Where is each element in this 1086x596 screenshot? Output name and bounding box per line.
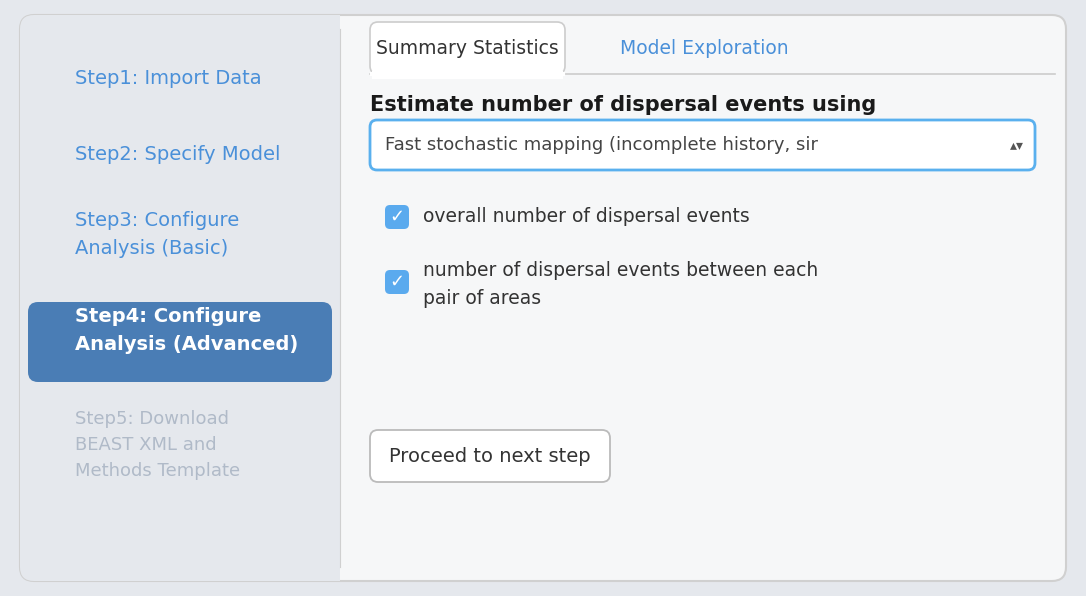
Text: Proceed to next step: Proceed to next step — [389, 446, 591, 465]
Text: Estimate number of dispersal events using: Estimate number of dispersal events usin… — [370, 95, 876, 115]
Text: Step2: Specify Model: Step2: Specify Model — [75, 145, 280, 164]
Text: ✓: ✓ — [390, 273, 405, 291]
FancyBboxPatch shape — [20, 15, 340, 581]
Text: pair of areas: pair of areas — [424, 288, 541, 308]
FancyBboxPatch shape — [28, 302, 332, 382]
Text: Step3: Configure
Analysis (Basic): Step3: Configure Analysis (Basic) — [75, 212, 239, 259]
Text: ✓: ✓ — [390, 208, 405, 226]
Text: Model Exploration: Model Exploration — [620, 39, 788, 57]
Bar — [372, 71, 563, 79]
Text: Step1: Import Data: Step1: Import Data — [75, 69, 262, 88]
FancyBboxPatch shape — [20, 15, 1066, 581]
Text: overall number of dispersal events: overall number of dispersal events — [424, 207, 749, 226]
Text: Fast stochastic mapping (incomplete history, sir: Fast stochastic mapping (incomplete hist… — [386, 136, 818, 154]
FancyBboxPatch shape — [370, 22, 565, 74]
Bar — [34, 15, 340, 581]
FancyBboxPatch shape — [386, 270, 409, 294]
FancyBboxPatch shape — [370, 430, 610, 482]
Text: number of dispersal events between each: number of dispersal events between each — [424, 260, 818, 280]
Text: Summary Statistics: Summary Statistics — [376, 39, 559, 58]
Text: ▴▾: ▴▾ — [1010, 138, 1024, 152]
FancyBboxPatch shape — [386, 205, 409, 229]
FancyBboxPatch shape — [370, 120, 1035, 170]
Text: Step5: Download
BEAST XML and
Methods Template: Step5: Download BEAST XML and Methods Te… — [75, 409, 240, 480]
Text: Step4: Configure
Analysis (Advanced): Step4: Configure Analysis (Advanced) — [75, 306, 299, 353]
